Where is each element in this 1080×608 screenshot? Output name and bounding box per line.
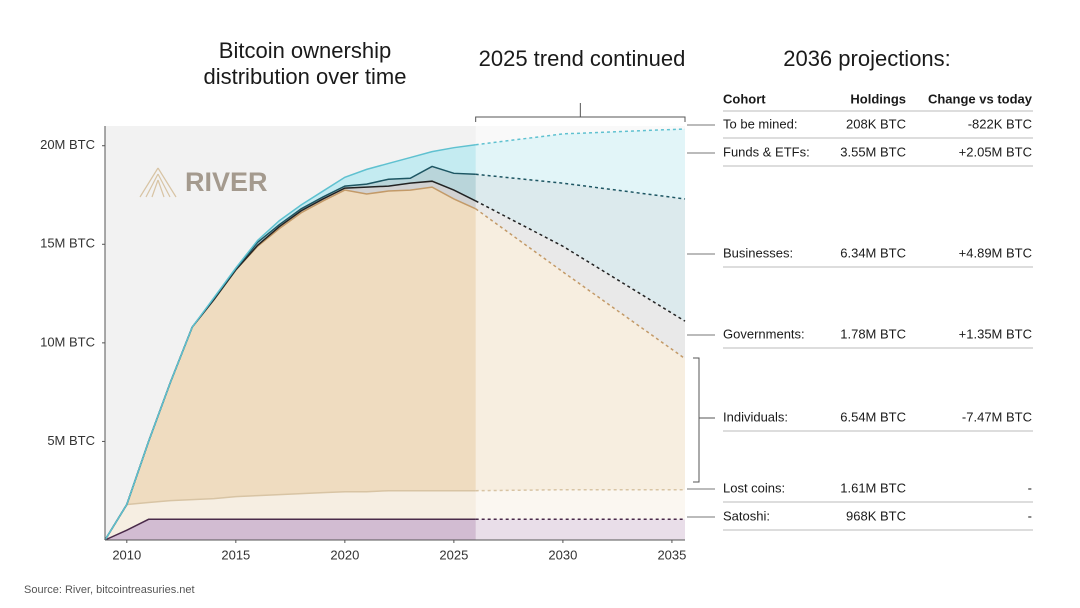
table-cell: Satoshi: — [723, 508, 770, 523]
table-cell: 1.61M BTC — [840, 480, 906, 495]
table-cell: 1.78M BTC — [840, 326, 906, 341]
projection-line — [475, 488, 685, 492]
table-cell: - — [1028, 508, 1032, 523]
table-cell: - — [1028, 480, 1032, 495]
table-cell: +4.89M BTC — [959, 245, 1032, 260]
x-tick-label: 2015 — [221, 547, 250, 562]
table-cell: -7.47M BTC — [962, 409, 1032, 424]
x-tick-label: 2035 — [657, 547, 686, 562]
x-tick-label: 2010 — [112, 547, 141, 562]
y-tick-label: 20M BTC — [40, 137, 95, 152]
series-line — [104, 489, 476, 541]
table-cell: +1.35M BTC — [959, 326, 1032, 341]
table-cell: +2.05M BTC — [959, 144, 1032, 159]
projection-bracket — [475, 103, 686, 122]
table-cell: 208K BTC — [846, 116, 906, 131]
series-line — [104, 143, 476, 541]
table-cell: 6.34M BTC — [840, 245, 906, 260]
projection-line — [475, 200, 686, 322]
river-logo-icon — [139, 167, 177, 198]
table-cell: Businesses: — [723, 245, 793, 260]
table-cell: Governments: — [723, 326, 805, 341]
table-header: Holdings — [850, 91, 906, 106]
table-cell: -822K BTC — [968, 116, 1032, 131]
source: Source: River, bitcointreasuries.net — [24, 584, 195, 596]
y-tick-label: 15M BTC — [40, 236, 95, 251]
table-cell: Funds & ETFs: — [723, 144, 810, 159]
table-header: Change vs today — [928, 91, 1033, 106]
projection-line — [475, 128, 686, 146]
table-cell: Individuals: — [723, 409, 788, 424]
table-cell: Lost coins: — [723, 480, 785, 495]
x-tick-label: 2020 — [330, 547, 359, 562]
y-tick-label: 10M BTC — [40, 334, 95, 349]
individuals-bracket — [693, 357, 715, 483]
y-tick-label: 5M BTC — [47, 433, 95, 448]
table-header: Cohort — [723, 91, 766, 106]
logo: RIVER — [185, 167, 268, 197]
table-title: 2036 projections: — [783, 46, 951, 71]
chart-title: Bitcoin ownership distribution over time — [203, 38, 407, 89]
table-cell: 3.55M BTC — [840, 144, 906, 159]
series-line — [104, 518, 476, 541]
projection-line — [475, 173, 686, 200]
annotation: 2025 trend continued — [479, 46, 686, 71]
table-cell: 6.54M BTC — [840, 409, 906, 424]
x-tick-label: 2025 — [439, 547, 468, 562]
table-cell: 968K BTC — [846, 508, 906, 523]
table-cell: To be mined: — [723, 116, 797, 131]
projection-overlay — [475, 126, 685, 540]
x-tick-label: 2030 — [548, 547, 577, 562]
